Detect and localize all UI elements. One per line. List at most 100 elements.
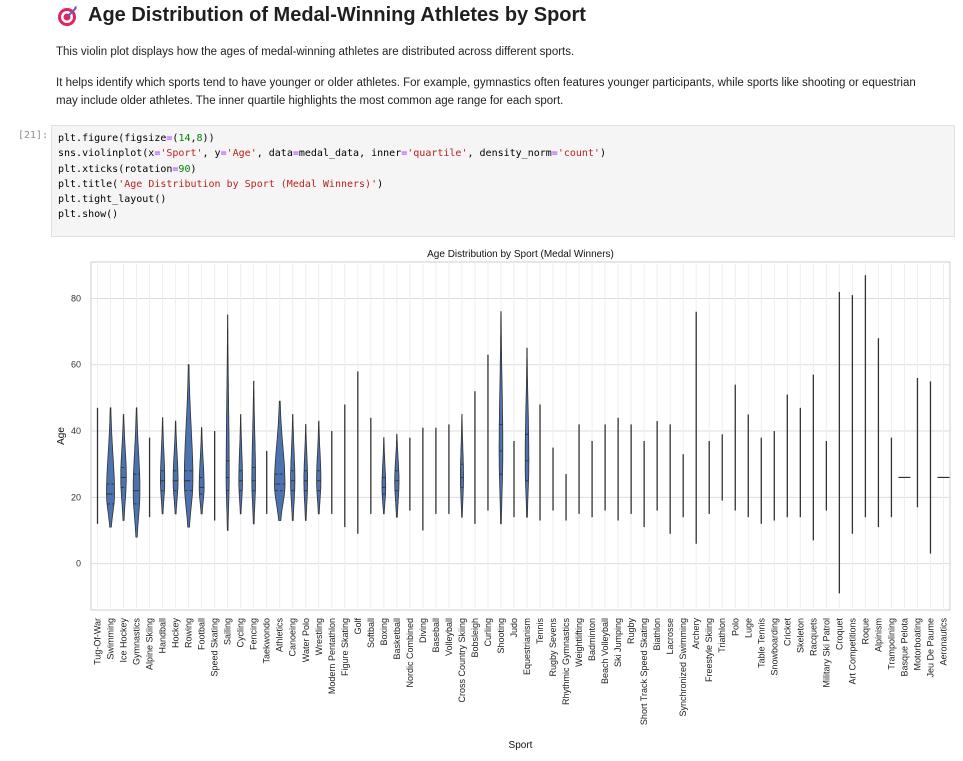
dart-target-icon	[58, 5, 77, 26]
x-tick-label: Triathlon	[717, 618, 727, 653]
violin-1	[106, 407, 115, 528]
x-tick-label: Skeleton	[795, 618, 805, 653]
code-token: medal_data, inner	[298, 148, 402, 160]
x-tick-label: Rugby	[626, 618, 636, 645]
violin-15	[290, 414, 296, 521]
violin-body	[238, 414, 243, 515]
description-paragraph-1: This violin plot displays how the ages o…	[56, 46, 575, 58]
x-tick-label: Wrestling	[314, 618, 324, 655]
x-tick-label: Synchronized Swimming	[678, 618, 688, 717]
x-tick-label: Table Tennis	[756, 618, 766, 668]
violin-10	[225, 314, 230, 531]
violin-body	[498, 311, 504, 525]
x-tick-label: Handball	[158, 618, 168, 654]
x-tick-label: Weightlifting	[574, 618, 584, 667]
violin-body	[524, 347, 530, 518]
chart-container: 0 20 40 60 80 Tug-Of-War Swimming Ice Hockey Gym…	[0, 240, 963, 756]
violin-body	[159, 417, 166, 515]
code-token: 'Age Distribution by Sport (Medal Winner…	[118, 178, 378, 190]
x-tick-label: Nordic Combined	[405, 618, 415, 688]
x-tick-label: Freestyle Skiing	[704, 618, 714, 682]
violin-14	[274, 400, 286, 521]
x-tick-label: Racquets	[808, 618, 818, 657]
x-tick-label: Badminton	[587, 618, 597, 661]
y-tick-label: 20	[71, 492, 81, 502]
x-tick-label: Sailing	[223, 618, 233, 645]
code-token: , y	[202, 148, 221, 160]
x-tick-label: Ski Jumping	[613, 618, 623, 667]
code-line: plt.tight_layout()	[58, 192, 954, 207]
x-tick-label: Archery	[691, 618, 701, 650]
code-token: ))	[202, 133, 215, 144]
x-tick-label: Rhythmic Gymnastics	[561, 618, 571, 706]
x-tick-label: Jeu De Paume	[925, 618, 935, 678]
x-tick-label: Shooting	[496, 618, 506, 654]
code-line: plt.figure(figsize=(14,8))	[58, 131, 954, 146]
code-token: 8	[196, 133, 203, 144]
x-tick-label: Aeronautics	[938, 618, 948, 666]
x-tick-label: Luge	[743, 618, 753, 638]
x-tick-label: Taekwondo	[262, 618, 272, 664]
x-tick-label: Golf	[353, 618, 363, 635]
code-token: =	[292, 148, 299, 160]
code-token: =	[220, 148, 227, 160]
code-token: 'Sport'	[160, 148, 203, 160]
x-tick-label: Equestrianism	[522, 618, 532, 675]
title-row: Age Distribution of Medal-Winning Athlet…	[56, 4, 586, 27]
x-tick-label: Modern Pentathlon	[327, 618, 337, 694]
violin-8	[198, 427, 205, 515]
x-tick-label: Lacrosse	[665, 618, 675, 655]
violin-23	[394, 433, 400, 518]
x-tick-label: Alpinism	[873, 618, 883, 652]
x-axis-label: Sport	[509, 740, 533, 751]
x-tick-label: Curling	[483, 618, 493, 647]
code-token: 'count'	[557, 148, 600, 160]
x-tick-label: Biathlon	[652, 618, 662, 651]
x-tick-label: Tennis	[535, 618, 545, 645]
violin-body	[303, 423, 309, 521]
violin-chart: 0 20 40 60 80 Tug-Of-War Swimming Ice Hockey Gym…	[56, 249, 951, 751]
code-token: =	[401, 148, 408, 160]
x-tick-label: Figure Skating	[340, 618, 350, 676]
code-token: (	[172, 133, 179, 144]
code-cell[interactable]: plt.figure(figsize=(14,8)) sns.violinplot…	[51, 125, 955, 237]
violin-body	[106, 407, 115, 528]
violin-body	[183, 364, 194, 528]
x-tick-label: Trampolining	[886, 618, 896, 670]
code-token: =	[551, 148, 558, 160]
x-tick-label: Athletics	[275, 618, 285, 653]
x-tick-label: Beach Volleyball	[600, 618, 610, 684]
code-token: plt.xticks(rotation	[58, 163, 173, 175]
x-tick-label: Fencing	[249, 618, 259, 650]
x-tick-label: Football	[197, 618, 207, 650]
violin-body	[394, 433, 400, 518]
code-token: sns.violinplot(x	[58, 148, 155, 160]
violin-5	[159, 417, 166, 515]
x-tick-label: Speed Skating	[210, 618, 220, 677]
code-token: =	[166, 133, 173, 144]
description-paragraph-2-line-2: may include older athletes. The inner qu…	[56, 95, 564, 107]
y-tick-label: 0	[76, 559, 81, 569]
x-tick-label: Tug-Of-War	[93, 618, 103, 665]
x-tick-label: Baseball	[431, 618, 441, 653]
violin-3	[132, 407, 141, 538]
code-token: ,	[190, 133, 197, 144]
y-tick-label: 60	[71, 360, 81, 370]
y-tick-label: 40	[71, 426, 81, 436]
x-tick-label: Boxing	[379, 618, 389, 646]
code-token: )	[190, 163, 197, 175]
x-tick-label: Croquet	[834, 618, 844, 651]
x-tick-label: Motorboating	[912, 618, 922, 671]
violin-body	[290, 414, 296, 521]
y-axis-label: Age	[56, 427, 67, 445]
violin-body	[225, 314, 230, 531]
plot-area	[90, 261, 951, 611]
code-token: , density_norm	[467, 148, 552, 160]
x-tick-label: Polo	[730, 618, 740, 636]
x-tick-label: Basketball	[392, 618, 402, 660]
code-token: plt.tight_layout()	[58, 194, 167, 206]
code-line: plt.xticks(rotation=90)	[58, 162, 954, 177]
x-tick-label: Softball	[366, 618, 376, 648]
x-tick-label: Snowboarding	[769, 618, 779, 676]
x-tick-label: Rugby Sevens	[548, 618, 558, 677]
